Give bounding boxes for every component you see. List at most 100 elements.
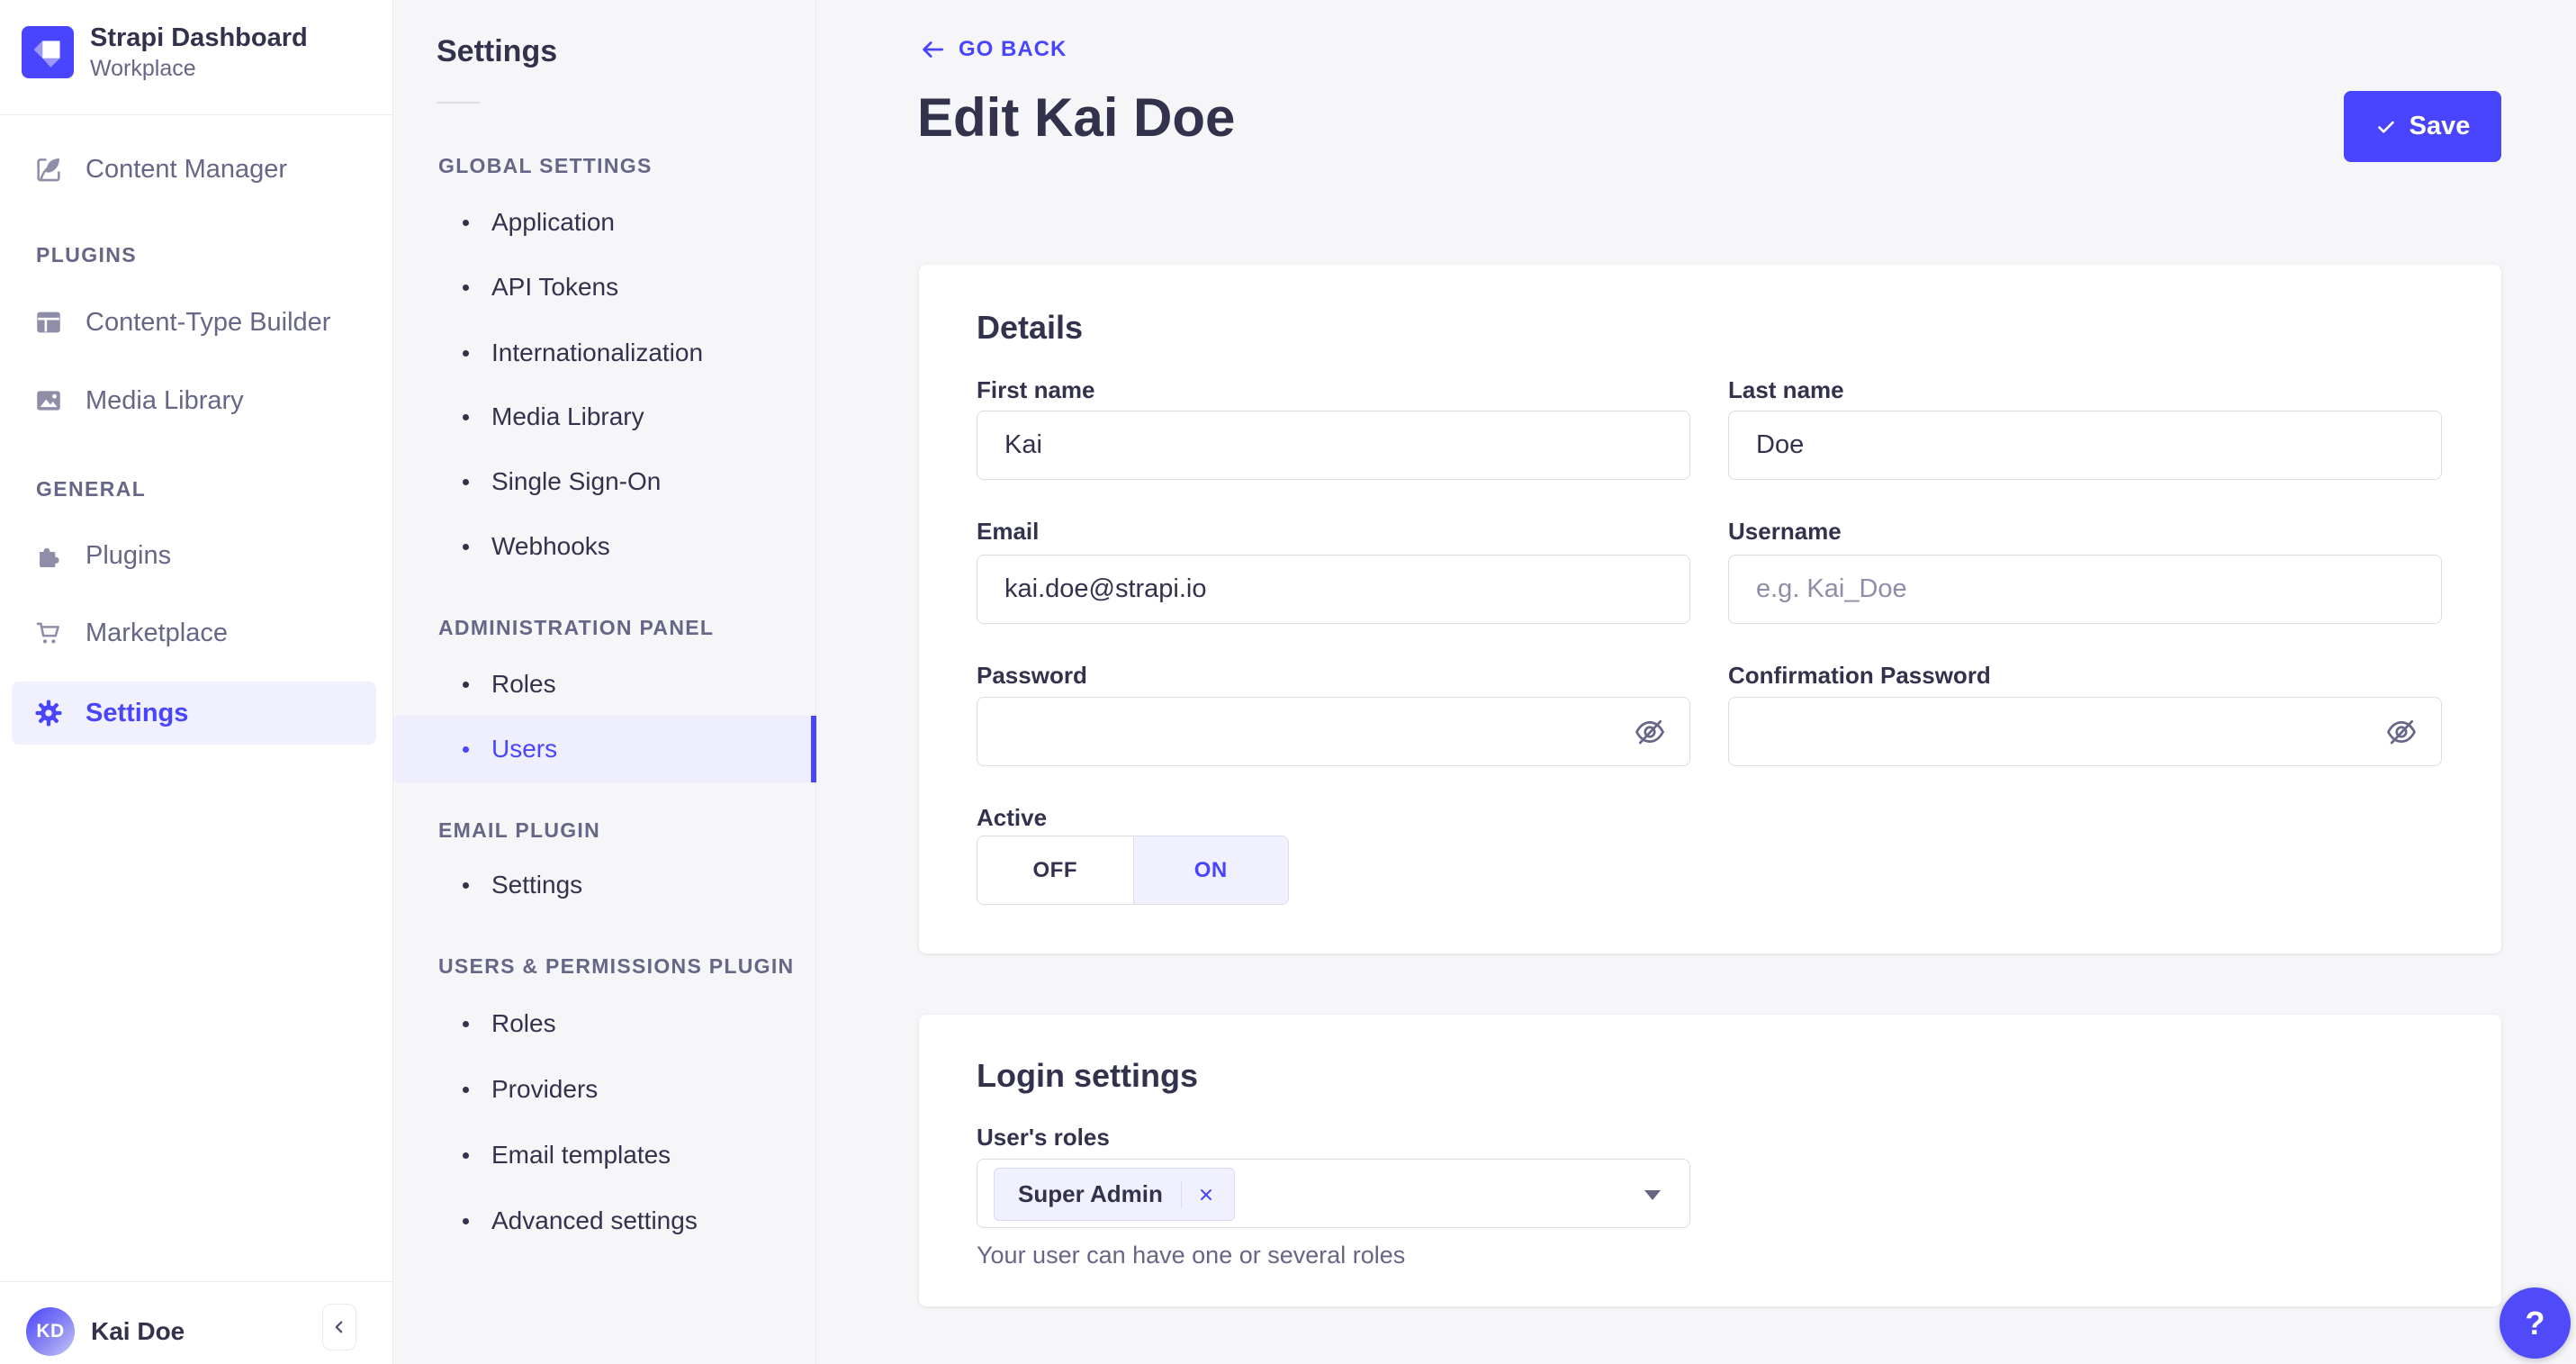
subnav-item-label: Users	[491, 735, 558, 763]
subnav-item-label: Media Library	[491, 402, 644, 430]
login-settings-title: Login settings	[977, 1057, 1198, 1094]
username-label: Username	[1728, 518, 1842, 545]
save-label: Save	[2409, 112, 2471, 140]
avatar: KD	[26, 1307, 75, 1356]
brand-text: Strapi Dashboard Workplace	[90, 22, 308, 83]
subnav-item-users[interactable]: Users	[393, 716, 816, 782]
subnav-item-label: API Tokens	[491, 273, 619, 301]
sidebar-item-label: Marketplace	[86, 618, 228, 647]
email-input[interactable]	[977, 555, 1690, 624]
remove-role-button[interactable]	[1196, 1185, 1216, 1205]
users-roles-label: User's roles	[977, 1124, 1110, 1151]
sidebar-item-label: Plugins	[86, 540, 172, 570]
roles-select[interactable]: Super Admin	[977, 1159, 1690, 1228]
last-name-label: Last name	[1728, 376, 1844, 403]
subnav-item-label: Roles	[491, 1009, 556, 1037]
username-input[interactable]	[1728, 555, 2442, 624]
sidebar-item-plugins[interactable]: Plugins	[12, 524, 376, 587]
sidebar-item-settings[interactable]: Settings	[12, 682, 376, 745]
workspace-title: Strapi Dashboard	[90, 23, 308, 52]
last-name-input[interactable]	[1728, 411, 2442, 480]
password-label: Password	[977, 662, 1087, 689]
sidebar-section-plugins: PLUGINS	[36, 243, 138, 266]
go-back-label: GO BACK	[959, 37, 1067, 61]
content-type-builder-icon	[33, 307, 64, 338]
sidebar-item-label: Content-Type Builder	[86, 307, 331, 337]
roles-hint: Your user can have one or several roles	[977, 1242, 1406, 1269]
password-input[interactable]	[977, 697, 1690, 766]
toggle-confirmation-visibility-button[interactable]	[2382, 712, 2421, 752]
sidebar-item-media-library[interactable]: Media Library	[12, 369, 376, 432]
bullet-icon	[463, 881, 469, 889]
subnav-section-administration-panel: ADMINISTRATION PANEL	[438, 616, 715, 639]
login-settings-card: Login settings User's roles Super Admin	[919, 1015, 2501, 1306]
first-name-input[interactable]	[977, 411, 1690, 480]
sidebar-item-label: Content Manager	[86, 154, 288, 184]
email-label: Email	[977, 518, 1040, 545]
subnav-item-providers[interactable]: Providers	[393, 1057, 816, 1122]
subnav-item-roles-up[interactable]: Roles	[393, 991, 816, 1056]
subnav-item-api-tokens[interactable]: API Tokens	[393, 255, 816, 320]
check-icon	[2375, 116, 2397, 138]
subnav-item-media-library[interactable]: Media Library	[393, 384, 816, 449]
puzzle-icon	[33, 540, 64, 571]
active-toggle-on[interactable]: ON	[1132, 836, 1288, 904]
active-toggle-off[interactable]: OFF	[977, 836, 1133, 904]
go-back-link[interactable]: GO BACK	[919, 36, 1067, 63]
subnav-item-label: Providers	[491, 1075, 599, 1103]
active-toggle: OFF ON	[977, 836, 1289, 905]
close-icon	[1196, 1185, 1216, 1205]
settings-subnav: Settings GLOBAL SETTINGS Application API…	[393, 0, 816, 1364]
workspace-brand[interactable]: Strapi Dashboard Workplace	[22, 22, 308, 83]
content-manager-icon	[33, 154, 64, 185]
toggle-password-visibility-button[interactable]	[1630, 712, 1670, 752]
subnav-item-application[interactable]: Application	[393, 190, 816, 255]
help-button[interactable]: ?	[2499, 1287, 2571, 1359]
eye-off-icon	[2384, 715, 2418, 749]
details-title: Details	[977, 309, 1084, 346]
user-name: Kai Doe	[91, 1317, 185, 1345]
sidebar-item-label: Media Library	[86, 385, 244, 415]
bullet-icon	[463, 1020, 469, 1027]
subnav-item-label: Email templates	[491, 1141, 671, 1169]
chevron-down-icon	[1644, 1190, 1661, 1200]
bullet-icon	[463, 745, 469, 753]
collapse-sidebar-button[interactable]	[322, 1304, 356, 1350]
bullet-icon	[463, 1152, 469, 1159]
bullet-icon	[463, 284, 469, 291]
bullet-icon	[463, 413, 469, 420]
subnav-item-webhooks[interactable]: Webhooks	[393, 514, 816, 579]
save-button[interactable]: Save	[2344, 91, 2501, 162]
main-content: GO BACK Edit Kai Doe Save Details First …	[816, 0, 2576, 1364]
role-tag-super-admin: Super Admin	[994, 1168, 1235, 1221]
subnav-section-global-settings: GLOBAL SETTINGS	[438, 154, 653, 177]
first-name-label: First name	[977, 376, 1095, 403]
sidebar-item-label: Settings	[86, 698, 189, 727]
bullet-icon	[463, 349, 469, 357]
gear-icon	[33, 698, 64, 728]
bullet-icon	[463, 1217, 469, 1224]
subnav-item-single-sign-on[interactable]: Single Sign-On	[393, 449, 816, 514]
subnav-section-email-plugin: EMAIL PLUGIN	[438, 818, 601, 842]
chevron-left-icon	[328, 1315, 351, 1339]
sidebar-item-content-type-builder[interactable]: Content-Type Builder	[12, 291, 376, 354]
strapi-logo-icon	[22, 26, 74, 78]
subnav-item-label: Webhooks	[491, 532, 610, 560]
subnav-item-email-templates[interactable]: Email templates	[393, 1123, 816, 1188]
confirmation-password-input[interactable]	[1728, 697, 2442, 766]
subnav-item-roles-admin[interactable]: Roles	[393, 652, 816, 717]
subnav-item-email-settings[interactable]: Settings	[393, 853, 816, 917]
subnav-item-label: Application	[491, 208, 615, 236]
details-card: Details First name Last name Email Usern…	[919, 265, 2501, 953]
sidebar-item-content-manager[interactable]: Content Manager	[12, 138, 376, 201]
workspace-subtitle: Workplace	[90, 56, 196, 81]
user-menu[interactable]: KD Kai Doe	[26, 1307, 185, 1356]
cart-icon	[33, 618, 64, 648]
subnav-item-advanced-settings[interactable]: Advanced settings	[393, 1188, 816, 1253]
subnav-item-label: Internationalization	[491, 339, 704, 366]
bullet-icon	[463, 1086, 469, 1093]
page-title: Edit Kai Doe	[917, 87, 1236, 148]
sidebar-item-marketplace[interactable]: Marketplace	[12, 601, 376, 664]
subnav-item-internationalization[interactable]: Internationalization	[393, 321, 816, 385]
active-label: Active	[977, 804, 1048, 831]
